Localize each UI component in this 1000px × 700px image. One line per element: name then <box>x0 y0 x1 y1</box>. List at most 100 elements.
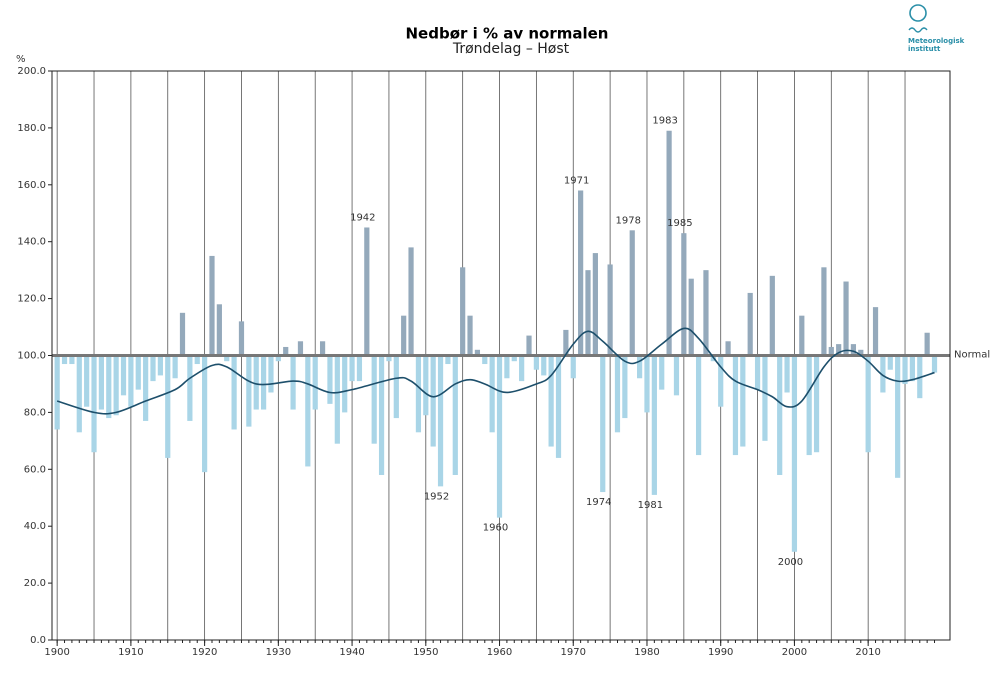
annotation: 1942 <box>350 212 375 223</box>
bar <box>319 341 326 356</box>
bar <box>813 355 820 453</box>
bar <box>578 190 584 356</box>
y-tick-label: 180.0 <box>17 123 46 134</box>
bar <box>725 341 731 356</box>
bar <box>150 355 156 382</box>
bar <box>858 349 864 356</box>
bar <box>437 355 444 487</box>
bar <box>600 355 606 493</box>
bar <box>349 355 355 382</box>
x-tick-label: 1920 <box>192 647 217 658</box>
annotation: 2000 <box>778 557 803 568</box>
bar <box>69 355 75 365</box>
bar <box>622 355 628 419</box>
bar <box>836 344 842 356</box>
bar <box>393 355 399 419</box>
bar <box>511 355 517 362</box>
bar <box>401 315 407 356</box>
chart-title: Nedbør i % av normalen <box>406 25 609 43</box>
bar <box>91 355 97 453</box>
bar <box>98 355 104 410</box>
annotation: 1971 <box>564 175 589 186</box>
bar <box>791 355 798 552</box>
bar <box>120 355 127 396</box>
bar <box>334 355 340 444</box>
x-tick-label: 1900 <box>44 647 69 658</box>
bar <box>312 355 318 410</box>
bar <box>806 355 812 456</box>
bar <box>519 355 525 382</box>
bar <box>378 355 385 475</box>
bar <box>386 355 392 362</box>
bar <box>246 355 252 427</box>
bar <box>740 355 746 447</box>
bar <box>629 230 635 356</box>
bar <box>592 253 598 356</box>
y-axis-label: % <box>16 54 26 65</box>
bar <box>703 270 709 356</box>
bar <box>305 355 311 467</box>
logo-icon <box>909 4 927 22</box>
bar <box>496 355 503 518</box>
bar <box>555 355 562 458</box>
chart-subtitle: Trøndelag – Høst <box>452 41 570 57</box>
bar <box>850 344 857 356</box>
bar <box>290 355 296 410</box>
bar <box>283 346 289 356</box>
x-tick-label: 2010 <box>855 647 880 658</box>
bar <box>423 355 429 416</box>
bar <box>843 281 849 356</box>
bar <box>924 332 930 356</box>
bar <box>909 355 915 382</box>
bar <box>570 355 576 379</box>
bar <box>54 355 60 430</box>
x-tick-label: 2000 <box>782 647 807 658</box>
x-tick-label: 1910 <box>118 647 143 658</box>
bar <box>533 355 539 370</box>
bar <box>187 355 193 421</box>
bar <box>113 355 119 416</box>
bar <box>408 247 414 356</box>
annotation: 1985 <box>667 218 692 229</box>
bar <box>260 355 267 410</box>
bar <box>688 278 694 356</box>
bar <box>754 355 761 390</box>
bar <box>84 355 90 407</box>
bar <box>644 355 650 413</box>
x-tick-label: 1970 <box>561 647 586 658</box>
bar <box>666 130 672 356</box>
bar <box>216 304 222 356</box>
y-tick-label: 160.0 <box>17 180 46 191</box>
bar <box>253 355 259 410</box>
bar <box>799 315 805 356</box>
bar <box>238 321 245 356</box>
bar <box>371 355 377 444</box>
bar <box>526 335 532 356</box>
logo-waves <box>908 27 928 33</box>
bar <box>482 355 488 365</box>
bar <box>541 355 547 376</box>
bar <box>828 346 834 356</box>
x-tick-label: 1960 <box>487 647 512 658</box>
bar <box>659 355 665 390</box>
annotation: 1952 <box>424 491 449 502</box>
normal-label: Normal <box>954 350 990 361</box>
bar <box>445 355 451 365</box>
bar <box>718 355 724 407</box>
bar <box>165 355 171 458</box>
bar <box>784 355 790 393</box>
bar <box>172 355 178 379</box>
bar <box>297 341 304 356</box>
y-tick-label: 80.0 <box>24 407 46 418</box>
bar <box>460 267 466 356</box>
y-tick-label: 120.0 <box>17 294 46 305</box>
bar <box>489 355 495 433</box>
bar <box>887 355 893 370</box>
bar <box>202 355 208 473</box>
bar <box>880 355 886 393</box>
bar <box>769 275 775 356</box>
bar <box>548 355 554 447</box>
bar <box>504 355 510 379</box>
bar <box>673 355 680 396</box>
